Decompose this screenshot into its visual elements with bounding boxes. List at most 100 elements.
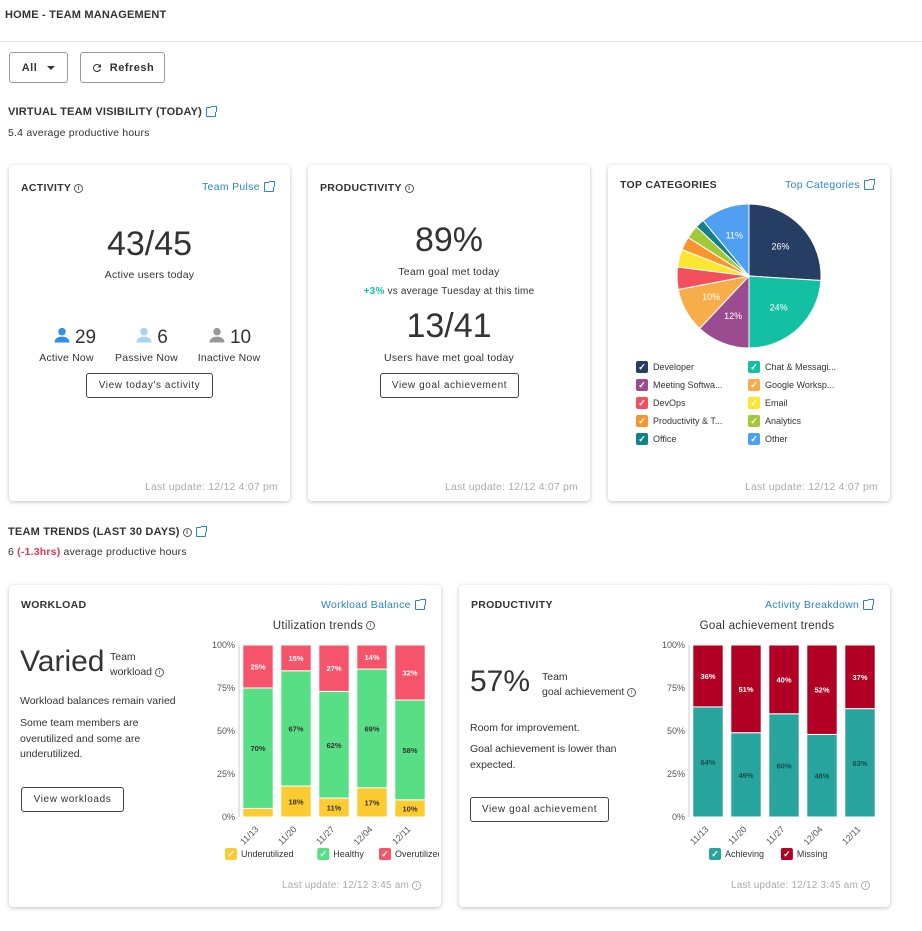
info-icon[interactable]: i: [182, 527, 192, 537]
bar-overutilized-12-11[interactable]: [394, 644, 426, 701]
workload-balance-link[interactable]: Workload Balance: [321, 599, 426, 611]
checkbox-icon[interactable]: ✓: [636, 415, 648, 427]
bar-missing-11-13[interactable]: [692, 644, 724, 708]
refresh-button[interactable]: Refresh: [80, 52, 165, 83]
pie-slice-other[interactable]: [702, 203, 750, 278]
goal-caption-line1: Team: [542, 671, 568, 683]
passive-now-label: Passive Now: [115, 352, 178, 364]
bar-healthy-11-13[interactable]: [242, 687, 274, 809]
bar-healthy-11-20[interactable]: [280, 670, 312, 787]
checkbox-icon[interactable]: ✓: [636, 433, 648, 445]
checkbox-icon[interactable]: ✓: [748, 397, 760, 409]
productivity-trend-text1: Room for improvement.: [470, 722, 580, 734]
checkbox-icon[interactable]: ✓: [748, 433, 760, 445]
legend-label: Analytics: [765, 416, 802, 426]
view-workloads-button[interactable]: View workloads: [21, 787, 124, 812]
workload-card-title: WORKLOAD: [21, 599, 87, 611]
workload-status: Varied: [20, 645, 105, 678]
bar-data-label: 15%: [288, 654, 303, 663]
bar-underutilized-12-04[interactable]: [356, 787, 388, 818]
bar-data-label: 63%: [852, 759, 867, 768]
info-icon[interactable]: i: [627, 687, 637, 697]
activity-last-update: Last update: 12/12 4:07 pm: [144, 481, 278, 493]
checkbox-icon[interactable]: ✓: [636, 361, 648, 373]
top-categories-card: TOP CATEGORIES Top Categories 26% 24% 12% 1…: [608, 165, 890, 501]
legend-item-other[interactable]: ✓ Other: [748, 433, 788, 445]
team-pulse-link[interactable]: Team Pulse: [202, 181, 275, 193]
bar-data-label: 58%: [402, 746, 417, 755]
external-link-icon: [414, 599, 426, 611]
goal-achievement-caption: Team goal achievement i: [542, 670, 637, 700]
trends-value: 6: [8, 546, 15, 558]
legend-item-chat-messagi[interactable]: ✓ Chat & Messagi...: [748, 361, 836, 373]
info-icon[interactable]: i: [404, 183, 414, 193]
inactive-now-stat: 10: [199, 325, 259, 349]
bar-overutilized-11-20[interactable]: [280, 644, 312, 672]
bar-missing-12-11[interactable]: [844, 644, 876, 710]
legend-label: DevOps: [653, 398, 686, 408]
info-icon[interactable]: i: [412, 880, 421, 890]
legend-label: Other: [765, 434, 788, 444]
chart-legend-healthy[interactable]: ✓ Healthy: [317, 848, 364, 860]
bar-achieving-11-13[interactable]: [692, 706, 724, 818]
view-todays-activity-button[interactable]: View today's activity: [86, 373, 213, 398]
legend-item-devops[interactable]: ✓ DevOps: [636, 397, 686, 409]
legend-item-office[interactable]: ✓ Office: [636, 433, 676, 445]
trends-delta: (-1.3hrs): [17, 546, 61, 558]
chart-legend-missing[interactable]: ✓ Missing: [780, 848, 828, 860]
legend-item-google-worksp[interactable]: ✓ Google Worksp...: [748, 379, 834, 391]
bar-underutilized-11-13[interactable]: [242, 807, 274, 818]
activity-card: ACTIVITY i Team Pulse 43/45 Active users …: [9, 165, 290, 501]
info-icon[interactable]: i: [74, 183, 84, 193]
trends-suffix: average productive hours: [60, 546, 187, 558]
checkbox-icon[interactable]: ✓: [748, 415, 760, 427]
pie-slice-chat-messagi[interactable]: [748, 275, 822, 349]
checkbox-icon[interactable]: ✓: [748, 379, 760, 391]
legend-item-productivity-t[interactable]: ✓ Productivity & T...: [636, 415, 722, 427]
pie-slice-developer[interactable]: [748, 203, 822, 282]
info-icon[interactable]: i: [366, 621, 376, 631]
goal-achievement-trends-chart: 0% 25% 50% 75% 100% 64% 36% 11/13 49% 51% 11/20 60%…: [662, 640, 876, 860]
inactive-now-count: 10: [229, 327, 252, 348]
bar-missing-12-04[interactable]: [806, 644, 838, 735]
external-link-icon[interactable]: [206, 106, 218, 118]
bar-overutilized-11-27[interactable]: [318, 644, 350, 692]
svg-text:Achieving: Achieving: [725, 849, 764, 859]
bar-missing-11-20[interactable]: [730, 644, 762, 734]
bar-underutilized-11-20[interactable]: [280, 785, 312, 818]
activity-breakdown-link[interactable]: Activity Breakdown: [765, 599, 875, 611]
filter-dropdown[interactable]: All: [9, 52, 68, 83]
bar-overutilized-11-13[interactable]: [242, 644, 274, 689]
workload-caption-line1: Team: [110, 651, 136, 663]
info-icon[interactable]: i: [155, 667, 165, 677]
workload-caption-line2: workload i: [110, 665, 165, 680]
checkbox-icon[interactable]: ✓: [636, 397, 648, 409]
chart-legend-overutilized[interactable]: ✓ Overutilized: [379, 848, 439, 860]
chart-legend-achieving[interactable]: ✓ Achieving: [709, 848, 764, 860]
svg-text:Underutilized: Underutilized: [241, 849, 294, 859]
x-tick-label: 12/11: [840, 824, 863, 847]
legend-item-developer[interactable]: ✓ Developer: [636, 361, 694, 373]
top-categories-link[interactable]: Top Categories: [785, 179, 875, 191]
external-link-icon[interactable]: [195, 526, 207, 538]
goal-delta-line: +3% vs average Tuesday at this time: [308, 286, 590, 297]
legend-item-analytics[interactable]: ✓ Analytics: [748, 415, 801, 427]
active-now-label: Active Now: [39, 352, 94, 364]
bar-achieving-12-04[interactable]: [806, 733, 838, 818]
svg-text:Missing: Missing: [797, 849, 828, 859]
info-icon[interactable]: i: [861, 880, 870, 890]
bar-healthy-12-11[interactable]: [394, 699, 426, 801]
view-goal-achievement-trend-button[interactable]: View goal achievement: [470, 797, 609, 822]
checkbox-icon[interactable]: ✓: [748, 361, 760, 373]
passive-now-stat: 6: [121, 325, 181, 349]
bar-achieving-11-27[interactable]: [768, 713, 800, 818]
bar-missing-11-27[interactable]: [768, 644, 800, 715]
legend-item-email[interactable]: ✓ Email: [748, 397, 788, 409]
bar-overutilized-12-04[interactable]: [356, 644, 388, 670]
y-tick-label: 0%: [222, 812, 235, 822]
productivity-card: PRODUCTIVITY i 89% Team goal met today +3…: [308, 165, 590, 501]
view-goal-achievement-button[interactable]: View goal achievement: [380, 373, 519, 398]
legend-item-meeting-softwa[interactable]: ✓ Meeting Softwa...: [636, 379, 723, 391]
chart-legend-underutilized[interactable]: ✓ Underutilized: [225, 848, 294, 860]
checkbox-icon[interactable]: ✓: [636, 379, 648, 391]
